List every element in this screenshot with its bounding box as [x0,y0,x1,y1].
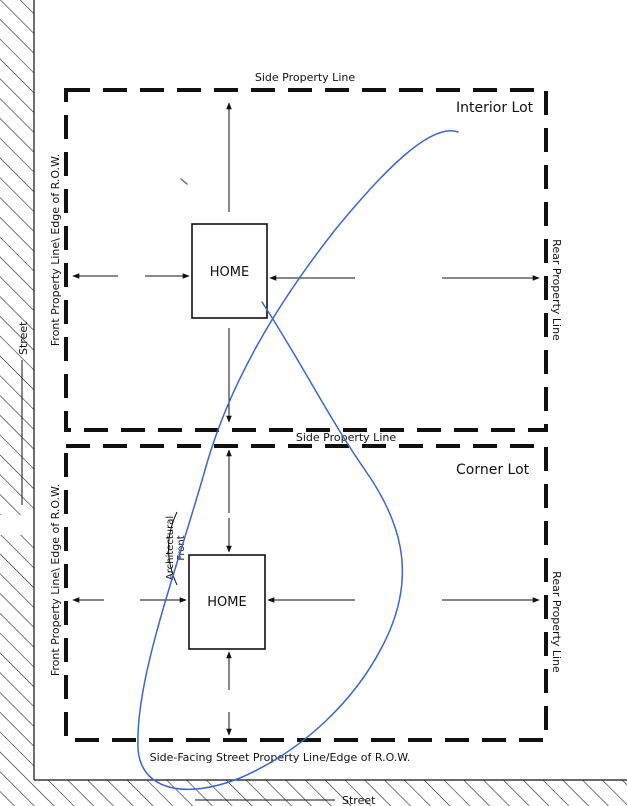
bottom-street-label-group: Street [195,794,376,806]
interior-lot-top-label: Side Property Line [255,71,355,84]
corner-lot-boundary [64,444,548,742]
corner-lot-top-label: Side Property Line [296,431,396,444]
interior-lot-title: Interior Lot [456,100,534,116]
corner-home-box [188,554,266,650]
interior-lot-boundary [64,88,548,432]
interior-lot: Side Property Line Interior Lot Front Pr… [49,71,563,432]
corner-home-label: HOME [207,595,246,610]
corner-lot-right-label: Rear Property Line [550,571,563,673]
interior-lot-left-label: Front Property Line\ Edge of R.O.W. [49,154,62,346]
corner-lot: Side Property Line Corner Lot Front Prop… [49,431,563,764]
pen-annotation [137,130,459,790]
bottom-street-hatch [0,779,627,806]
pen-annotation-stroke [137,130,459,790]
interior-lot-right-label: Rear Property Line [550,239,563,341]
pen-annotation-tick [180,178,188,185]
corner-lot-left-label: Front Property Line\ Edge of R.O.W. [49,484,62,676]
bottom-street-label: Street [342,794,376,806]
architectural-front-bracket [168,511,178,586]
interior-home-box [191,223,268,319]
left-street-hatch [0,0,35,780]
architectural-front-line1: Architectural [165,516,176,580]
interior-home-label: HOME [210,265,249,280]
left-street-label-group: Street [17,321,30,505]
left-street-label: Street [17,321,30,355]
corner-lot-title: Corner Lot [456,462,530,478]
